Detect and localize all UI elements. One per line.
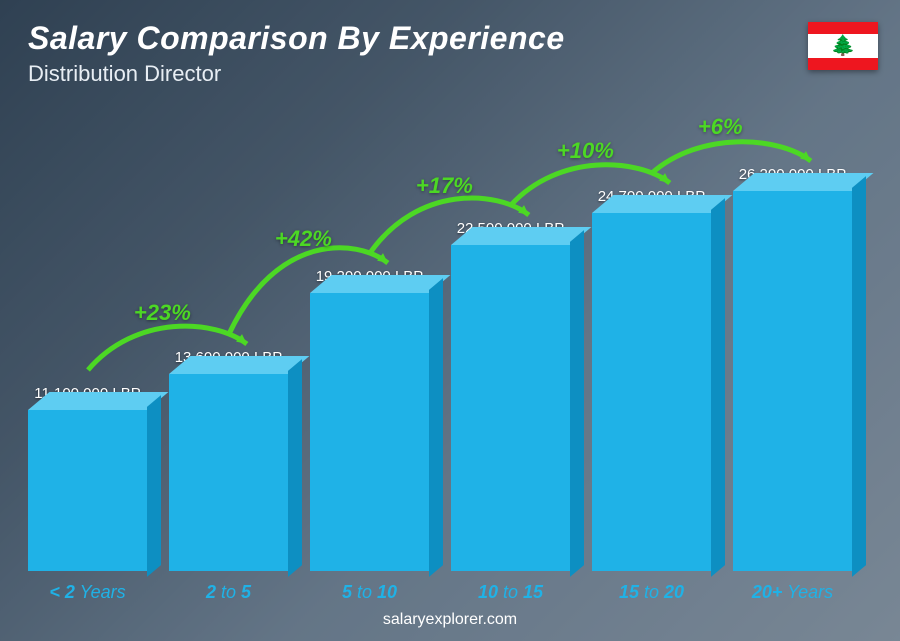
bar: [592, 213, 711, 571]
flag-stripe-bottom: [808, 58, 878, 70]
increase-label: +6%: [698, 114, 743, 140]
bar-group: 22,500,000 LBP10 to 15: [451, 220, 570, 571]
bar-side-face: [570, 230, 584, 577]
increase-label: +42%: [275, 226, 332, 252]
flag-stripe-mid: 🌲: [808, 34, 878, 58]
bar-side-face: [711, 198, 725, 577]
page-subtitle: Distribution Director: [28, 61, 565, 87]
bar-side-face: [288, 359, 302, 577]
bar: [310, 293, 429, 571]
bar: [733, 191, 852, 571]
category-label: 5 to 10: [342, 582, 397, 603]
bar-front-face: [733, 191, 852, 571]
bar-front-face: [592, 213, 711, 571]
bar-group: 11,100,000 LBP< 2 Years: [28, 385, 147, 571]
arrowhead-icon: [236, 334, 247, 344]
title-block: Salary Comparison By Experience Distribu…: [28, 20, 565, 87]
bar: [28, 410, 147, 571]
bar-group: 19,200,000 LBP5 to 10: [310, 268, 429, 571]
bar-side-face: [147, 395, 161, 577]
arrowhead-icon: [518, 205, 529, 215]
increase-label: +17%: [416, 173, 473, 199]
country-flag: 🌲: [808, 22, 878, 70]
increase-label: +10%: [557, 138, 614, 164]
footer-credit: salaryexplorer.com: [0, 611, 900, 629]
bar-front-face: [310, 293, 429, 571]
bar-group: 13,600,000 LBP2 to 5: [169, 349, 288, 571]
flag-stripe-top: [808, 22, 878, 34]
category-label: 2 to 5: [206, 582, 251, 603]
category-label: 15 to 20: [619, 582, 684, 603]
bar-chart: 11,100,000 LBP< 2 Years13,600,000 LBP2 t…: [28, 111, 852, 571]
arrowhead-icon: [800, 151, 811, 161]
bar-front-face: [28, 410, 147, 571]
category-label: 10 to 15: [478, 582, 543, 603]
bar-group: 24,700,000 LBP15 to 20: [592, 188, 711, 571]
bar-side-face: [852, 176, 866, 577]
bar: [169, 374, 288, 571]
category-label: 20+ Years: [752, 582, 833, 603]
bar-side-face: [429, 278, 443, 577]
increase-label: +23%: [134, 300, 191, 326]
cedar-icon: 🌲: [831, 36, 856, 56]
bar-front-face: [169, 374, 288, 571]
arrowhead-icon: [659, 173, 670, 183]
page-title: Salary Comparison By Experience: [28, 20, 565, 57]
bar: [451, 245, 570, 571]
bar-front-face: [451, 245, 570, 571]
category-label: < 2 Years: [49, 582, 125, 603]
bar-group: 26,200,000 LBP20+ Years: [733, 166, 852, 571]
arrowhead-icon: [377, 253, 388, 263]
